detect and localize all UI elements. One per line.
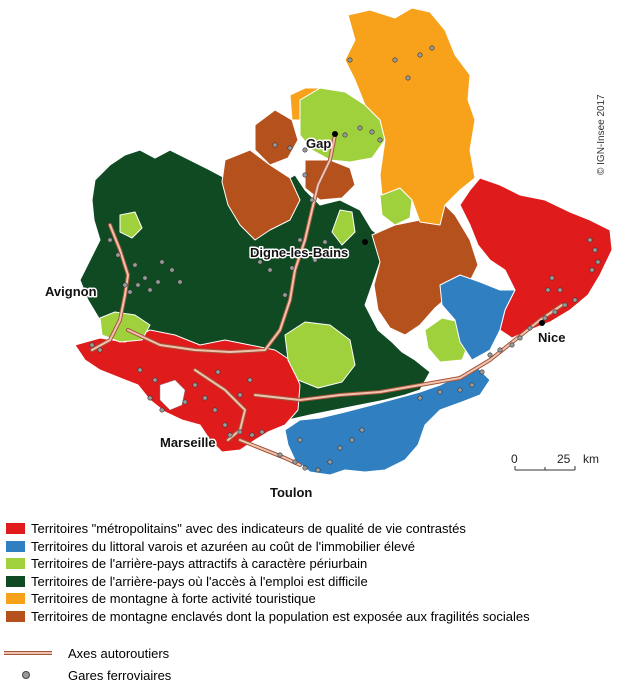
nice-marker	[539, 320, 545, 326]
zone-lightgreen-8	[119, 211, 143, 239]
scale-unit: km	[583, 452, 599, 466]
station-markers	[89, 45, 601, 473]
city-label-avignon: Avignon	[45, 284, 97, 299]
legend: Territoires "métropolitains" avec des in…	[6, 520, 622, 625]
zone-brown-west	[221, 149, 301, 241]
road-symbol	[4, 645, 64, 661]
legend-swatch	[6, 558, 25, 570]
city-label-toulon: Toulon	[270, 485, 312, 500]
legend-label: Territoires de l'arrière-pays attractifs…	[31, 556, 368, 572]
zone-brown-center	[304, 159, 356, 201]
legend-item-lightgreen: Territoires de l'arrière-pays attractifs…	[6, 555, 622, 573]
zone-brown-north	[254, 109, 299, 166]
etang-de-berre	[159, 379, 186, 411]
legend-item-brown: Territoires de montagne enclavés dont la…	[6, 608, 622, 626]
legend-swatch	[6, 575, 25, 587]
scale-bar: 0 25 km	[511, 452, 599, 471]
legend-item-darkgreen: Territoires de l'arrière-pays où l'accès…	[6, 573, 622, 591]
legend-label: Territoires de l'arrière-pays où l'accès…	[31, 573, 368, 589]
zone-blue-east	[439, 274, 516, 361]
legend-label: Territoires de montagne à forte activité…	[31, 591, 316, 607]
legend-roads-label: Axes autoroutiers	[68, 645, 170, 661]
gap-marker	[332, 131, 338, 137]
zone-lightgreen-5	[331, 209, 356, 246]
city-label-gap: Gap	[306, 136, 331, 151]
legend-symbols: Axes autoroutiers Gares ferroviaires	[4, 642, 404, 686]
legend-item-stations: Gares ferroviaires	[4, 664, 404, 686]
legend-item-blue: Territoires du littoral varois et azurée…	[6, 538, 622, 556]
legend-label: Territoires "métropolitains" avec des in…	[31, 521, 466, 537]
zone-blue-var	[284, 367, 491, 476]
station-symbol	[4, 667, 64, 683]
legend-item-orange: Territoires de montagne à forte activité…	[6, 590, 622, 608]
legend-label: Territoires du littoral varois et azurée…	[31, 538, 415, 554]
legend-item-red: Territoires "métropolitains" avec des in…	[6, 520, 622, 538]
digne-marker	[362, 239, 368, 245]
zone-lightgreen-4	[299, 87, 386, 163]
city-label-nice: Nice	[538, 330, 565, 345]
scale-value: 25	[557, 452, 571, 466]
city-label-digne: Digne-les-Bains	[250, 245, 348, 260]
zone-lightgreen-2	[284, 321, 356, 389]
region-map: Gap Digne-les-Bains Avignon Nice Marseil…	[44, 7, 613, 502]
zone-orange	[344, 7, 476, 226]
legend-swatch	[6, 593, 25, 605]
legend-swatch	[6, 610, 25, 622]
legend-item-roads: Axes autoroutiers	[4, 642, 404, 664]
legend-swatch	[6, 523, 25, 535]
city-label-marseille: Marseille	[160, 435, 216, 450]
legend-stations-label: Gares ferroviaires	[68, 667, 172, 683]
legend-swatch	[6, 540, 25, 552]
legend-label: Territoires de montagne enclavés dont la…	[31, 608, 530, 624]
copyright-text: © IGN-Insee 2017	[596, 94, 607, 175]
scale-zero: 0	[511, 452, 518, 466]
zone-orange-west	[289, 87, 321, 121]
